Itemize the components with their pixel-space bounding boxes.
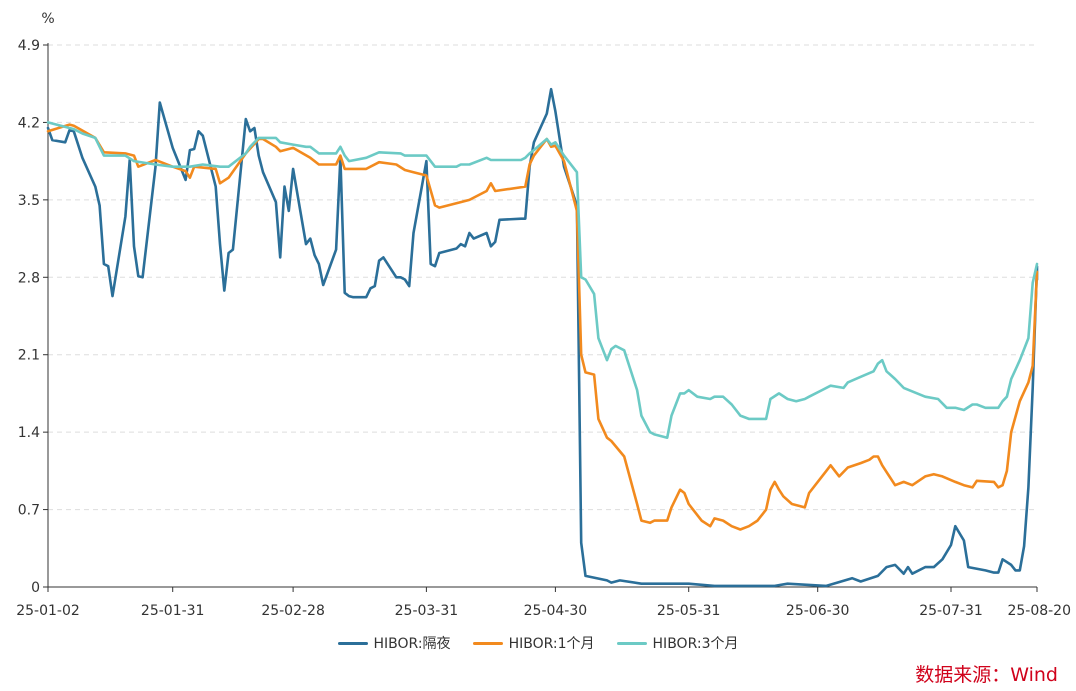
series-line-2 <box>46 121 1039 439</box>
x-tick-label: 25-01-31 <box>141 603 205 619</box>
legend-item[interactable]: HIBOR:1个月 <box>472 633 595 653</box>
x-tick-label: 25-03-31 <box>395 603 459 619</box>
x-axis: 25-01-02 25-01-31 25-02-28 25-03-31 25-04-30… <box>16 586 1071 619</box>
legend: HIBOR:隔夜 HIBOR:1个月 HIBOR:3个月 <box>0 633 1076 653</box>
series-line-0 <box>46 87 1039 588</box>
legend-swatch <box>616 641 647 645</box>
y-tick-label: 4.2 <box>18 115 40 131</box>
y-tick-label: 4.9 <box>18 38 40 54</box>
series-line-1 <box>46 123 1039 531</box>
y-tick-label: 2.1 <box>18 348 40 364</box>
x-tick-label: 25-02-28 <box>261 603 325 619</box>
x-tick-label: 25-08-20 <box>1007 603 1071 619</box>
y-tick-label: 0 <box>31 580 40 596</box>
legend-label: HIBOR:隔夜 <box>373 636 451 652</box>
x-tick-label: 25-05-31 <box>657 603 721 619</box>
legend-swatch <box>472 641 503 645</box>
legend-swatch <box>337 641 368 645</box>
y-tick-label: 3.5 <box>18 193 40 209</box>
y-axis-unit: % <box>41 11 54 27</box>
x-tick-label: 25-01-02 <box>16 603 80 619</box>
y-axis: 0 0.7 1.4 2.1 2.8 3.5 4.2 4.9% <box>18 11 55 596</box>
x-tick-label: 25-07-31 <box>919 603 983 619</box>
x-tick-label: 25-04-30 <box>524 603 588 619</box>
legend-label: HIBOR:3个月 <box>652 636 739 652</box>
legend-label: HIBOR:1个月 <box>508 636 595 652</box>
y-tick-label: 2.8 <box>18 270 40 286</box>
x-tick-label: 25-06-30 <box>786 603 850 619</box>
gridlines <box>48 44 1037 511</box>
legend-item[interactable]: HIBOR:3个月 <box>616 633 739 653</box>
y-tick-label: 0.7 <box>18 503 40 519</box>
legend-item[interactable]: HIBOR:隔夜 <box>337 633 451 653</box>
y-tick-label: 1.4 <box>18 425 40 441</box>
data-source-note: 数据来源：Wind <box>915 664 1058 686</box>
series-lines <box>46 87 1039 588</box>
